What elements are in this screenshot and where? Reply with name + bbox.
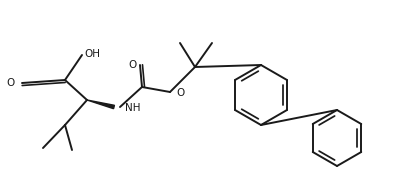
- Text: O: O: [7, 78, 15, 88]
- Text: NH: NH: [125, 103, 140, 113]
- Text: O: O: [176, 88, 184, 98]
- Polygon shape: [87, 100, 115, 109]
- Text: O: O: [129, 60, 137, 70]
- Text: OH: OH: [84, 49, 100, 59]
